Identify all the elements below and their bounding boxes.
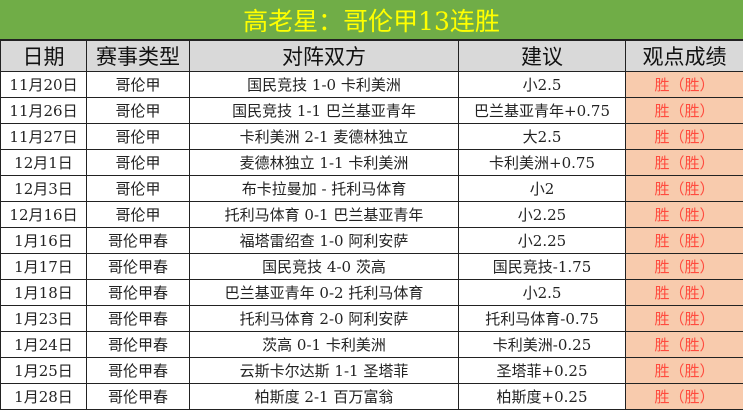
result-cell[interactable]: 胜（胜） (626, 358, 743, 384)
suggestion-cell[interactable]: 小2.5 (459, 280, 626, 306)
date-cell[interactable]: 12月1日 (1, 150, 87, 176)
date-cell[interactable]: 1月24日 (1, 332, 87, 358)
league-cell[interactable]: 哥伦甲春 (87, 254, 190, 280)
league-cell[interactable]: 哥伦甲春 (87, 358, 190, 384)
result-cell[interactable]: 胜（胜） (626, 150, 743, 176)
column-header-result[interactable]: 观点成绩 (626, 41, 743, 72)
date-cell[interactable]: 12月16日 (1, 202, 87, 228)
date-cell[interactable]: 1月23日 (1, 306, 87, 332)
suggestion-cell[interactable]: 卡利美洲-0.25 (459, 332, 626, 358)
date-cell[interactable]: 1月18日 (1, 280, 87, 306)
results-table: 日期赛事类型对阵双方建议观点成绩 11月20日哥伦甲国民竞技 1-0 卡利美洲小… (0, 40, 743, 410)
date-cell[interactable]: 1月28日 (1, 384, 87, 410)
suggestion-cell[interactable]: 巴兰基亚青年+0.75 (459, 98, 626, 124)
result-cell[interactable]: 胜（胜） (626, 384, 743, 410)
result-cell[interactable]: 胜（胜） (626, 254, 743, 280)
suggestion-cell[interactable]: 小2.25 (459, 202, 626, 228)
league-cell[interactable]: 哥伦甲春 (87, 332, 190, 358)
date-cell[interactable]: 1月16日 (1, 228, 87, 254)
match-cell[interactable]: 托利马体育 2-0 阿利安萨 (190, 306, 459, 332)
suggestion-cell[interactable]: 小2 (459, 176, 626, 202)
match-cell[interactable]: 云斯卡尔达斯 1-1 圣塔菲 (190, 358, 459, 384)
column-header-match[interactable]: 对阵双方 (190, 41, 459, 72)
column-header-date[interactable]: 日期 (1, 41, 87, 72)
result-cell[interactable]: 胜（胜） (626, 332, 743, 358)
league-cell[interactable]: 哥伦甲 (87, 176, 190, 202)
league-cell[interactable]: 哥伦甲春 (87, 306, 190, 332)
match-cell[interactable]: 福塔雷绍查 1-0 阿利安萨 (190, 228, 459, 254)
header-row: 日期赛事类型对阵双方建议观点成绩 (1, 41, 743, 72)
result-cell[interactable]: 胜（胜） (626, 124, 743, 150)
league-cell[interactable]: 哥伦甲 (87, 124, 190, 150)
match-cell[interactable]: 国民竞技 1-1 巴兰基亚青年 (190, 98, 459, 124)
date-cell[interactable]: 1月25日 (1, 358, 87, 384)
match-cell[interactable]: 巴兰基亚青年 0-2 托利马体育 (190, 280, 459, 306)
match-cell[interactable]: 国民竞技 1-0 卡利美洲 (190, 72, 459, 98)
result-cell[interactable]: 胜（胜） (626, 306, 743, 332)
column-header-suggestion[interactable]: 建议 (459, 41, 626, 72)
league-cell[interactable]: 哥伦甲 (87, 72, 190, 98)
result-cell[interactable]: 胜（胜） (626, 98, 743, 124)
suggestion-cell[interactable]: 大2.5 (459, 124, 626, 150)
column-header-league[interactable]: 赛事类型 (87, 41, 190, 72)
date-cell[interactable]: 12月3日 (1, 176, 87, 202)
league-cell[interactable]: 哥伦甲春 (87, 280, 190, 306)
suggestion-cell[interactable]: 卡利美洲+0.75 (459, 150, 626, 176)
result-cell[interactable]: 胜（胜） (626, 176, 743, 202)
sheet-title: 高老星：哥伦甲13连胜 (0, 0, 743, 40)
match-cell[interactable]: 卡利美洲 2-1 麦德林独立 (190, 124, 459, 150)
result-cell[interactable]: 胜（胜） (626, 280, 743, 306)
match-cell[interactable]: 国民竞技 4-0 茨高 (190, 254, 459, 280)
league-cell[interactable]: 哥伦甲春 (87, 384, 190, 410)
league-cell[interactable]: 哥伦甲 (87, 202, 190, 228)
match-cell[interactable]: 茨高 0-1 卡利美洲 (190, 332, 459, 358)
suggestion-cell[interactable]: 托利马体育-0.75 (459, 306, 626, 332)
date-cell[interactable]: 11月20日 (1, 72, 87, 98)
league-cell[interactable]: 哥伦甲 (87, 98, 190, 124)
league-cell[interactable]: 哥伦甲 (87, 150, 190, 176)
suggestion-cell[interactable]: 小2.5 (459, 72, 626, 98)
match-cell[interactable]: 布卡拉曼加 - 托利马体育 (190, 176, 459, 202)
result-cell[interactable]: 胜（胜） (626, 202, 743, 228)
league-cell[interactable]: 哥伦甲春 (87, 228, 190, 254)
date-cell[interactable]: 1月17日 (1, 254, 87, 280)
suggestion-cell[interactable]: 柏斯度+0.25 (459, 384, 626, 410)
date-cell[interactable]: 11月26日 (1, 98, 87, 124)
suggestion-cell[interactable]: 国民竞技-1.75 (459, 254, 626, 280)
result-cell[interactable]: 胜（胜） (626, 228, 743, 254)
match-cell[interactable]: 托利马体育 0-1 巴兰基亚青年 (190, 202, 459, 228)
match-cell[interactable]: 麦德林独立 1-1 卡利美洲 (190, 150, 459, 176)
match-cell[interactable]: 柏斯度 2-1 百万富翁 (190, 384, 459, 410)
result-cell[interactable]: 胜（胜） (626, 72, 743, 98)
suggestion-cell[interactable]: 小2.25 (459, 228, 626, 254)
suggestion-cell[interactable]: 圣塔菲+0.25 (459, 358, 626, 384)
date-cell[interactable]: 11月27日 (1, 124, 87, 150)
